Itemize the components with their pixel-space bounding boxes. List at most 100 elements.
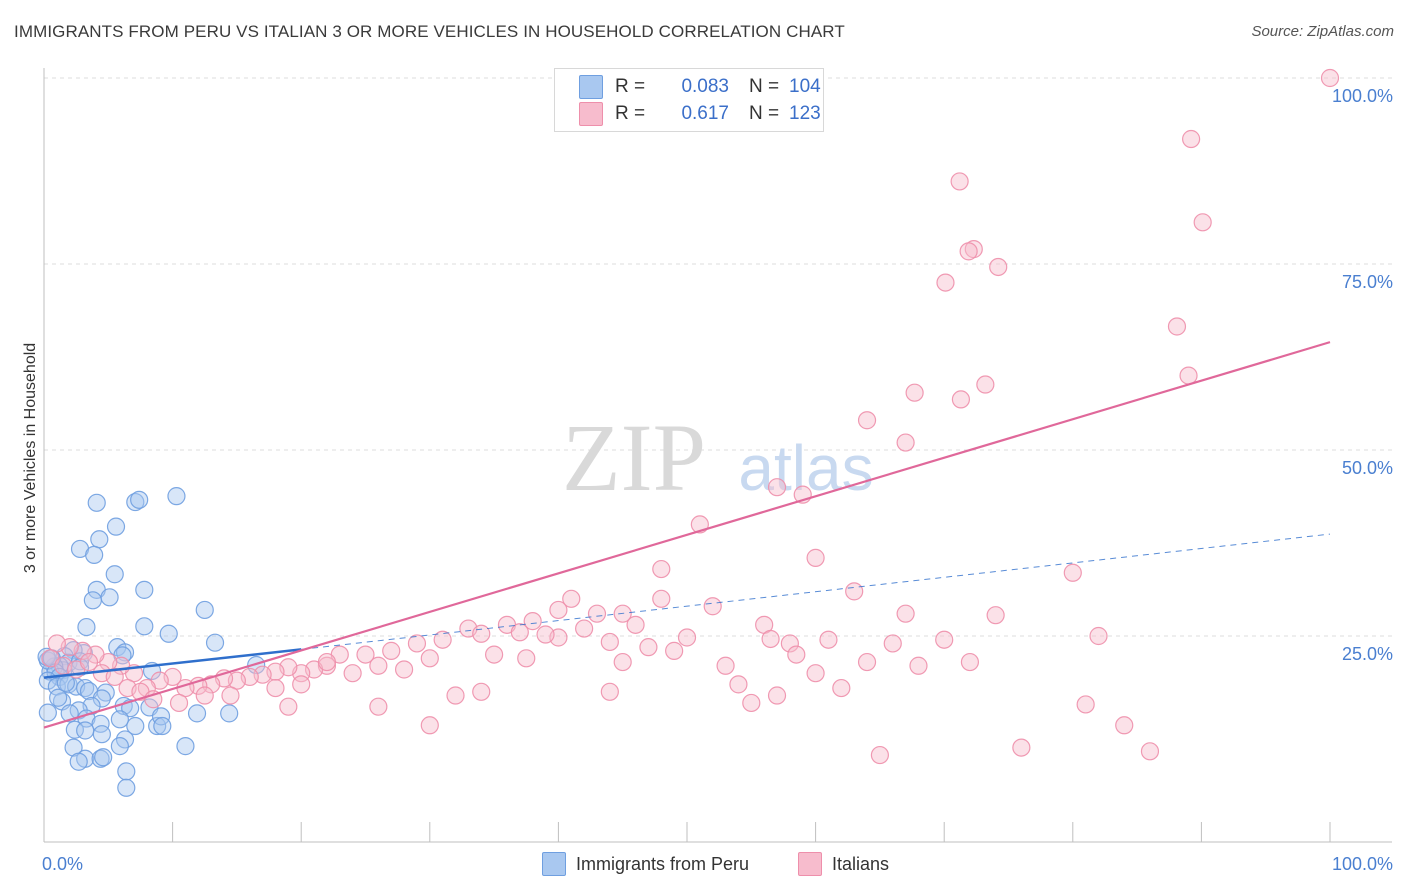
- bottom-legend-peru[interactable]: Immigrants from Peru: [542, 852, 749, 876]
- italians-point: [665, 641, 684, 660]
- x-tick-label: 100.0%: [1332, 854, 1393, 874]
- italians-point: [1182, 129, 1201, 149]
- bottom-legend-swatch-italians: [798, 852, 822, 876]
- italians-point: [780, 634, 799, 653]
- italians-point: [703, 597, 722, 616]
- italians-point: [905, 383, 924, 402]
- italians-point: [536, 625, 555, 644]
- bottom-legend-italians[interactable]: Italians: [798, 852, 889, 876]
- italians-point: [433, 630, 452, 649]
- italians-point: [1320, 68, 1340, 88]
- italians-point: [369, 697, 388, 716]
- bottom-legend-label-peru: Immigrants from Peru: [576, 853, 750, 874]
- peru-point: [148, 716, 167, 736]
- italians-point: [896, 433, 915, 452]
- peru-point: [117, 762, 136, 781]
- italians-point: [394, 660, 414, 679]
- legend-row-peru: R = 0.083 N = 104: [579, 75, 821, 99]
- italians-point: [960, 652, 980, 672]
- peru-point: [106, 517, 126, 536]
- peru-point: [220, 704, 239, 723]
- legend-r-label: R =: [615, 103, 646, 124]
- y-tick-label: 25.0%: [1342, 644, 1393, 664]
- peru-point: [110, 710, 129, 729]
- italians-point: [787, 645, 806, 664]
- legend-n-label: N =: [749, 103, 780, 124]
- watermark: ZIP atlas: [562, 404, 874, 511]
- italians-point: [857, 652, 877, 672]
- italians-point: [1167, 317, 1187, 336]
- italians-point: [587, 604, 607, 623]
- peru-point: [117, 778, 136, 797]
- italians-point: [549, 600, 568, 620]
- peru-point: [176, 737, 195, 756]
- italians-point: [870, 745, 890, 765]
- italians-point: [600, 682, 619, 701]
- italians-point: [951, 390, 971, 409]
- italians-point: [1179, 366, 1198, 385]
- legend-swatch-peru: [579, 75, 603, 99]
- italians-point: [266, 678, 285, 698]
- italians-point: [517, 649, 536, 668]
- italians-point: [639, 638, 658, 657]
- peru-point: [83, 591, 102, 610]
- peru-point: [100, 588, 119, 607]
- italians-point: [936, 273, 955, 292]
- italians-point: [1063, 563, 1082, 582]
- italians-point: [600, 632, 619, 652]
- peru-point: [77, 617, 96, 637]
- italians-point: [677, 628, 697, 647]
- italians-point: [79, 652, 99, 672]
- peru-point: [126, 716, 145, 736]
- legend-n-value: 123: [789, 103, 821, 124]
- peru-point: [85, 545, 104, 565]
- peru-point: [195, 600, 214, 620]
- chart-title: IMMIGRANTS FROM PERU VS ITALIAN 3 OR MOR…: [14, 22, 845, 41]
- italians-point: [105, 667, 124, 687]
- watermark-zip: ZIP: [562, 404, 706, 511]
- trend-lines: [43, 341, 1331, 729]
- italians-point: [575, 619, 594, 638]
- italians-point: [883, 634, 902, 653]
- watermark-atlas: atlas: [738, 432, 873, 504]
- y-tick-label: 100.0%: [1332, 86, 1393, 106]
- grid: [44, 77, 1392, 637]
- italians-point: [472, 682, 491, 701]
- italians-point: [626, 615, 645, 634]
- peru-point: [105, 565, 124, 584]
- italians-point: [806, 548, 825, 567]
- italians-point: [317, 652, 337, 672]
- italians-point: [1140, 742, 1160, 761]
- italians-point: [562, 589, 581, 608]
- italians-point: [1193, 213, 1212, 232]
- italians-point: [742, 693, 761, 713]
- peru-point: [187, 704, 207, 723]
- italians-point: [1115, 716, 1134, 735]
- italians-trend-line: [43, 341, 1331, 729]
- axes: [43, 68, 1392, 843]
- italians-point: [989, 257, 1008, 277]
- italians-point: [382, 641, 401, 660]
- italians-point: [523, 612, 542, 631]
- italians-point: [485, 645, 504, 664]
- legend-r-label: R =: [615, 76, 646, 97]
- italians-point: [652, 559, 671, 579]
- peru-point: [110, 737, 129, 756]
- legend: R = 0.083 N = 104 R = 0.617 N = 123: [554, 68, 824, 132]
- peru-point: [87, 493, 106, 512]
- legend-swatch-italians: [579, 102, 603, 126]
- peru-point: [92, 725, 111, 744]
- italians-point: [1076, 695, 1095, 714]
- y-tick-label: 50.0%: [1342, 458, 1393, 478]
- peru-point: [135, 617, 154, 636]
- legend-r-value: 0.617: [681, 103, 729, 124]
- italians-point: [935, 630, 954, 649]
- peru-point: [151, 707, 171, 726]
- italians-point: [986, 606, 1005, 625]
- italians-point: [356, 645, 375, 664]
- italians-point: [652, 589, 671, 608]
- italians-point: [767, 478, 787, 497]
- peru-point: [153, 716, 172, 736]
- italians-point: [761, 629, 780, 649]
- peru-point: [90, 530, 109, 549]
